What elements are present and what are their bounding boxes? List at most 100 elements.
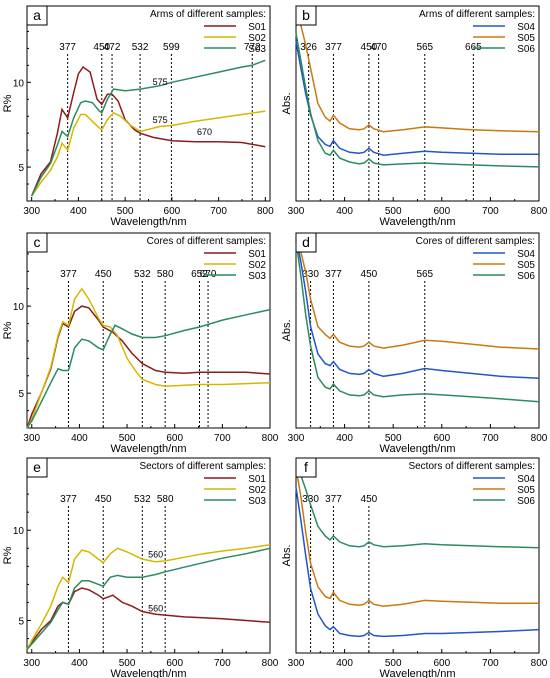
panel-letter: b [302, 7, 310, 23]
reference-line-label: 377 [60, 494, 77, 505]
y-tick-label: 5 [18, 389, 24, 400]
y-tick-label: 10 [13, 526, 25, 537]
series-line-S04 [295, 487, 540, 638]
chart-panel-a: 300 400 500 600 700 800 5 10 Wavelength/nm R% 377 4… [2, 5, 274, 228]
x-tick-label: 300 [23, 658, 40, 669]
reference-line-label: 580 [157, 494, 174, 505]
reference-line-label: 772 [244, 42, 261, 53]
series-line-S03 [26, 308, 271, 429]
x-tick-label: 800 [262, 658, 279, 669]
legend-title: Cores of different samples: [147, 236, 266, 247]
reference-line-label: 599 [163, 42, 180, 53]
reference-line-label: 450 [361, 494, 378, 505]
y-tick-label: 5 [18, 163, 24, 174]
reference-line-label: 470 [370, 42, 387, 53]
reference-line-label: 450 [95, 269, 112, 280]
annotation-label: 670 [197, 127, 212, 137]
reference-line-label: 652 [191, 269, 208, 280]
legend-label-S02: S02 [248, 485, 266, 496]
legend-title: Arms of different samples: [150, 9, 266, 20]
legend-label-S01: S01 [248, 249, 266, 260]
reference-line-label: 377 [59, 42, 76, 53]
annotation-label: 575 [153, 77, 168, 87]
reference-line-label: 330 [302, 494, 319, 505]
reference-line-label: 377 [60, 269, 77, 280]
x-tick-label: 400 [336, 433, 353, 444]
series-line-S03 [26, 547, 271, 650]
legend-label-S02: S02 [248, 33, 266, 44]
x-tick-label: 800 [531, 206, 548, 217]
x-tick-label: 400 [70, 206, 87, 217]
y-axis-label: Abs. [281, 544, 293, 566]
y-axis-label: R% [2, 546, 14, 564]
x-tick-label: 800 [262, 433, 279, 444]
y-tick-label: 10 [13, 78, 25, 89]
reference-line-label: 532 [134, 494, 151, 505]
y-axis-label: R% [2, 321, 14, 339]
panel-letter-box [295, 232, 317, 253]
panel-letter-box [26, 232, 48, 253]
x-tick-label: 600 [164, 206, 181, 217]
panel-letter: a [33, 7, 41, 23]
x-tick-label: 600 [433, 658, 450, 669]
reference-line-label: 450 [95, 494, 112, 505]
plot-frame [295, 457, 540, 654]
y-tick-label: 10 [13, 302, 25, 313]
chart-panel-d: 300 400 500 600 700 800 Wavelength/nm Abs. 330 37… [281, 232, 548, 455]
legend-label-S04: S04 [517, 22, 535, 33]
x-axis-label: Wavelength/nm [379, 443, 455, 455]
legend-label-S05: S05 [517, 485, 535, 496]
legend-title: Sectors of different samples: [139, 461, 266, 472]
legend-label-S03: S03 [248, 271, 266, 282]
reference-line-label: 532 [132, 42, 149, 53]
x-tick-label: 400 [71, 433, 88, 444]
series-line-S02 [26, 543, 271, 650]
reference-line-label: 450 [93, 42, 110, 53]
legend-label-S06: S06 [517, 496, 535, 507]
legend-label-S03: S03 [248, 44, 266, 55]
series-line-S04 [295, 40, 539, 156]
x-tick-label: 300 [288, 206, 305, 217]
x-tick-label: 600 [433, 433, 450, 444]
series-line-S01 [26, 587, 271, 650]
y-axis-label: R% [2, 94, 14, 112]
panel-letter: f [304, 459, 308, 475]
reference-line-label: 450 [361, 42, 378, 53]
legend-title: Sectors of different samples: [408, 461, 535, 472]
x-tick-label: 800 [257, 206, 274, 217]
panel-letter-box [295, 457, 317, 478]
x-tick-label: 600 [433, 206, 450, 217]
x-tick-label: 300 [23, 433, 40, 444]
legend-label-S02: S02 [248, 260, 266, 271]
annotation-label: 560 [148, 549, 163, 559]
legend-label-S01: S01 [248, 474, 266, 485]
x-tick-label: 400 [71, 658, 88, 669]
legend-title: Cores of different samples: [416, 236, 535, 247]
reference-line-label: 377 [325, 42, 342, 53]
x-tick-label: 300 [288, 658, 305, 669]
reference-line-label: 326 [300, 42, 317, 53]
reference-line-label: 532 [134, 269, 151, 280]
x-tick-label: 700 [482, 433, 499, 444]
panel-letter: d [302, 234, 310, 250]
series-line-S04 [295, 236, 540, 380]
x-tick-label: 400 [336, 206, 353, 217]
legend-label-S06: S06 [517, 44, 535, 55]
panel-letter: c [34, 234, 41, 250]
x-axis-label: Wavelength/nm [379, 668, 455, 678]
x-tick-label: 700 [210, 206, 227, 217]
series-line-S05 [295, 238, 540, 350]
x-tick-label: 500 [385, 658, 402, 669]
reference-line-label: 580 [157, 269, 174, 280]
panel-letter-box [26, 5, 48, 26]
x-axis-label: Wavelength/nm [110, 668, 186, 678]
x-tick-label: 400 [336, 658, 353, 669]
series-line-S01 [31, 65, 266, 197]
x-tick-label: 700 [214, 433, 231, 444]
legend-label-S04: S04 [517, 474, 535, 485]
x-tick-label: 500 [119, 658, 136, 669]
series-line-S01 [26, 305, 271, 429]
legend-label-S06: S06 [517, 271, 535, 282]
x-tick-label: 300 [288, 433, 305, 444]
